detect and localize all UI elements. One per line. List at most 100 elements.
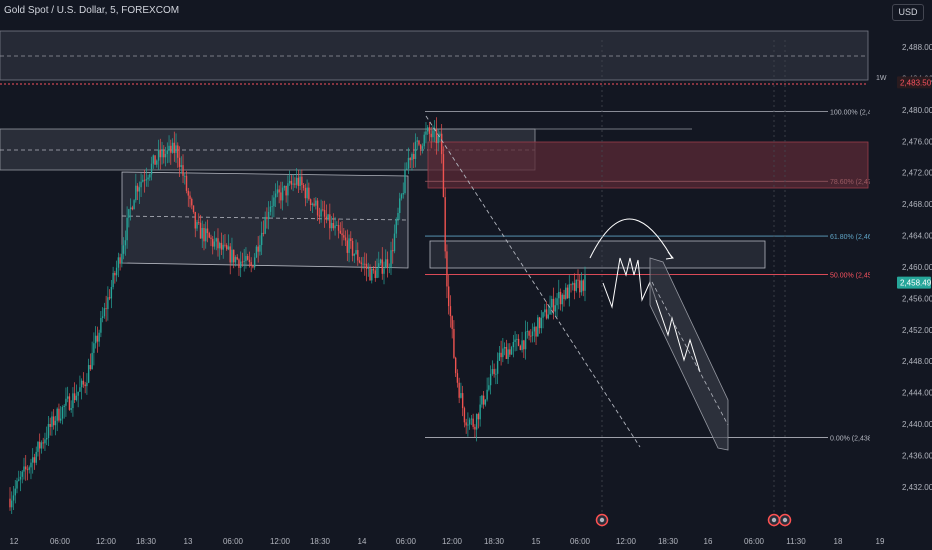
candle-body (369, 267, 371, 281)
candle-body (108, 297, 111, 299)
candle-body (246, 256, 249, 260)
candle-body (292, 183, 294, 185)
candle-body (201, 228, 203, 239)
candle-body (308, 187, 310, 200)
candle-body (428, 127, 431, 134)
candle-body (250, 262, 252, 266)
candle-body (299, 176, 301, 187)
candle-body (489, 373, 492, 386)
candle-body (26, 469, 29, 471)
candle-body (570, 284, 572, 286)
candle-body (330, 223, 333, 229)
candle-body (189, 195, 191, 199)
candle-body (465, 422, 467, 426)
candle-body (519, 345, 522, 350)
candle-body (226, 245, 228, 250)
candle-body (145, 179, 148, 181)
candle-body (9, 498, 11, 508)
candle-body (304, 187, 307, 199)
candle-body (77, 391, 79, 396)
candle-body (46, 437, 48, 440)
candle-body (355, 250, 357, 254)
candle-body (25, 466, 27, 470)
candle-body (175, 145, 177, 153)
candle-body (362, 263, 364, 265)
y-tick-label: 2,448.00 (902, 357, 932, 366)
x-tick-label: 12 (10, 537, 19, 546)
candle-body (474, 426, 476, 430)
arc-arrowhead (665, 251, 674, 260)
candle-body (21, 471, 23, 477)
candle-body (496, 360, 499, 374)
candle-body (147, 177, 149, 180)
candle-body (559, 291, 562, 305)
candle-body (549, 307, 551, 315)
candle-body (413, 154, 415, 159)
candle-body (364, 263, 366, 265)
candle-body (512, 342, 515, 348)
candle-body (51, 416, 53, 427)
candle-body (163, 150, 165, 158)
candle-body (143, 179, 146, 181)
candle-body (503, 346, 506, 349)
candle-body (399, 198, 401, 214)
candle-body (253, 257, 256, 268)
candle-body (336, 225, 338, 226)
candle-body (203, 228, 205, 242)
candle-body (360, 262, 362, 264)
candle-body (498, 352, 501, 361)
candle-body (517, 338, 520, 346)
y-tick-label: 2,476.00 (902, 137, 932, 146)
candle-body (509, 349, 511, 355)
candle-body (33, 457, 36, 463)
candle-body (180, 165, 182, 167)
candle-body (213, 241, 216, 247)
candle-body (449, 306, 452, 317)
candle-body (318, 215, 321, 217)
candle-body (72, 393, 74, 409)
fib-label: 100.00% (2,479.79) (830, 109, 892, 116)
y-tick-label: 2,456.00 (902, 294, 932, 303)
candle-body (248, 259, 251, 263)
candle-body (119, 257, 121, 264)
candle-body (383, 268, 385, 274)
candle-body (454, 357, 457, 374)
down-channel (649, 257, 729, 451)
candle-body (173, 142, 175, 153)
candle-body (367, 267, 369, 269)
currency-button[interactable]: USD (892, 4, 924, 21)
y-tick-label: 2,440.00 (902, 420, 932, 429)
candle-body (493, 369, 495, 375)
economic-event-icon-inner (771, 517, 777, 523)
candle-body (295, 177, 298, 185)
candle-body (257, 246, 259, 252)
candle-body (372, 268, 375, 271)
candle-body (133, 200, 135, 210)
candle-body (110, 286, 113, 299)
fib-label: 50.00% (2,459.03) (830, 273, 888, 280)
candle-body (138, 187, 141, 192)
x-tick-label: 16 (704, 537, 713, 546)
price-axis (870, 0, 932, 550)
y-tick-label: 2,436.00 (902, 451, 932, 460)
candle-body (573, 283, 576, 291)
candle-body (166, 150, 168, 155)
candle-body (376, 268, 378, 278)
candle-body (150, 163, 153, 175)
candle-body (371, 268, 373, 281)
candle-body (156, 160, 158, 165)
economic-event-icon-inner (782, 517, 788, 523)
candle-body (122, 245, 125, 254)
candle-body (491, 369, 494, 374)
candle-body (185, 175, 188, 191)
candle-body (66, 396, 69, 399)
candle-body (96, 335, 99, 342)
candle-body (322, 209, 324, 211)
candle-body (191, 198, 193, 206)
x-tick-label: 06:00 (396, 537, 417, 546)
x-tick-label: 18 (834, 537, 843, 546)
